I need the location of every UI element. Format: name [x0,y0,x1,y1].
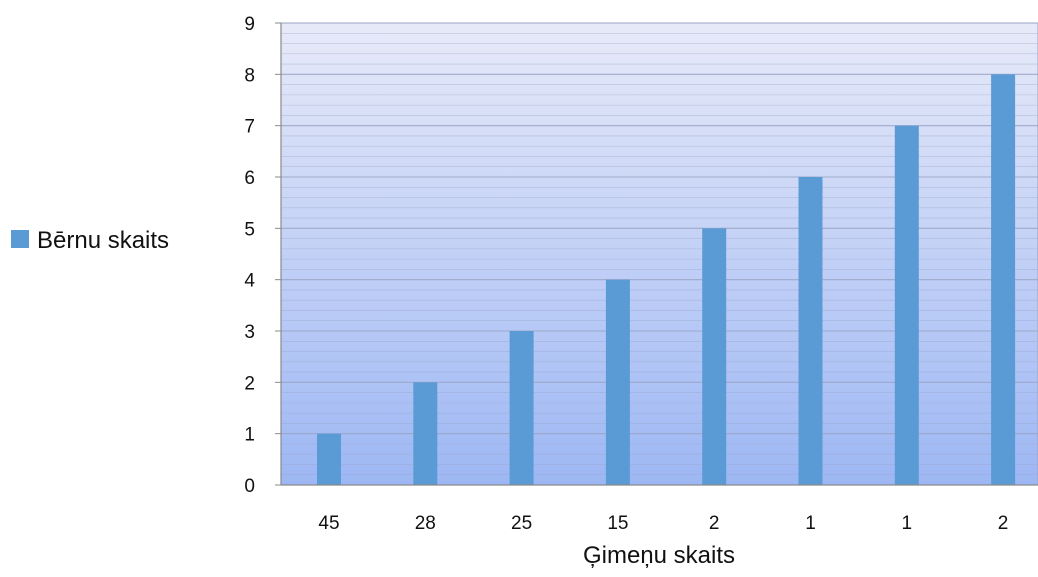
bar [991,74,1016,485]
x-tick-label: 1 [805,513,816,534]
bar [702,228,727,485]
y-tick-label: 5 [244,219,255,240]
y-tick-label: 6 [244,168,255,189]
y-tick-label: 2 [244,373,255,394]
y-tick-label: 1 [244,425,255,446]
bars [317,74,1016,486]
legend-label: Bērnu skaits [37,227,169,254]
y-tick-label: 8 [244,65,255,86]
x-tick-label: 45 [318,513,339,534]
bar [605,279,630,485]
y-tick-label: 7 [244,117,255,138]
bar [894,125,919,486]
bar [509,331,534,485]
legend: Bērnu skaits [11,227,169,254]
bar [413,382,438,485]
y-tick-label: 9 [244,14,255,35]
legend-swatch [11,230,29,248]
plot-area [280,22,1038,486]
x-tick-label: 15 [607,513,628,534]
bar [798,177,823,485]
y-tick-label: 4 [244,271,255,292]
x-tick-label: 25 [511,513,532,534]
x-tick-label: 28 [415,513,436,534]
y-axis-ticks: 0 1 2 3 4 5 6 7 8 9 [244,14,281,497]
bar [317,433,341,485]
x-tick-label: 1 [902,513,913,534]
y-tick-label: 3 [244,322,255,343]
x-tick-label: 2 [709,513,720,534]
x-tick-label: 2 [998,513,1009,534]
x-axis-ticks: 45 28 25 15 2 1 1 2 [318,513,1008,534]
y-tick-label: 0 [244,476,255,497]
x-axis-title: Ģimeņu skaits [583,542,735,569]
